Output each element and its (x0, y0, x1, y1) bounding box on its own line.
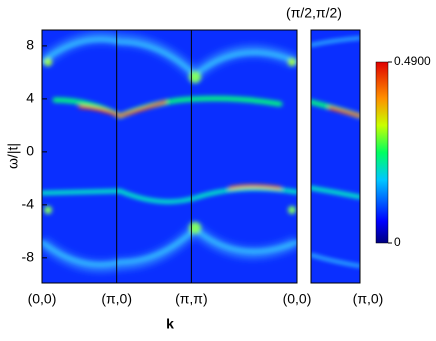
heatmap-main (42, 30, 297, 283)
y-axis-label: ω/|t| (5, 143, 21, 169)
x-axis-label: k (166, 316, 174, 332)
colorbar (375, 61, 389, 244)
panel-frame (41, 29, 298, 284)
colorbar-tick-label: 0 (394, 235, 401, 249)
colorbar-tick-label: 0.4900 (394, 54, 431, 68)
y-tick-label: 8 (26, 37, 34, 53)
x-tick-label: (π,0) (353, 291, 384, 307)
x-tick-label: (π,0) (101, 291, 132, 307)
panel-frame (310, 29, 361, 284)
y-tick-label: 0 (26, 143, 34, 159)
y-tick-label: -4 (22, 196, 35, 212)
x-tick-label: (π,π) (175, 291, 208, 307)
heatmap-side (311, 30, 360, 283)
x-tick-label: (0,0) (283, 291, 312, 307)
x-tick-label: (0,0) (28, 291, 57, 307)
x-tick-label: (π/2,π/2) (286, 5, 342, 21)
y-tick-label: -8 (22, 249, 35, 265)
y-tick-label: 4 (26, 90, 34, 106)
